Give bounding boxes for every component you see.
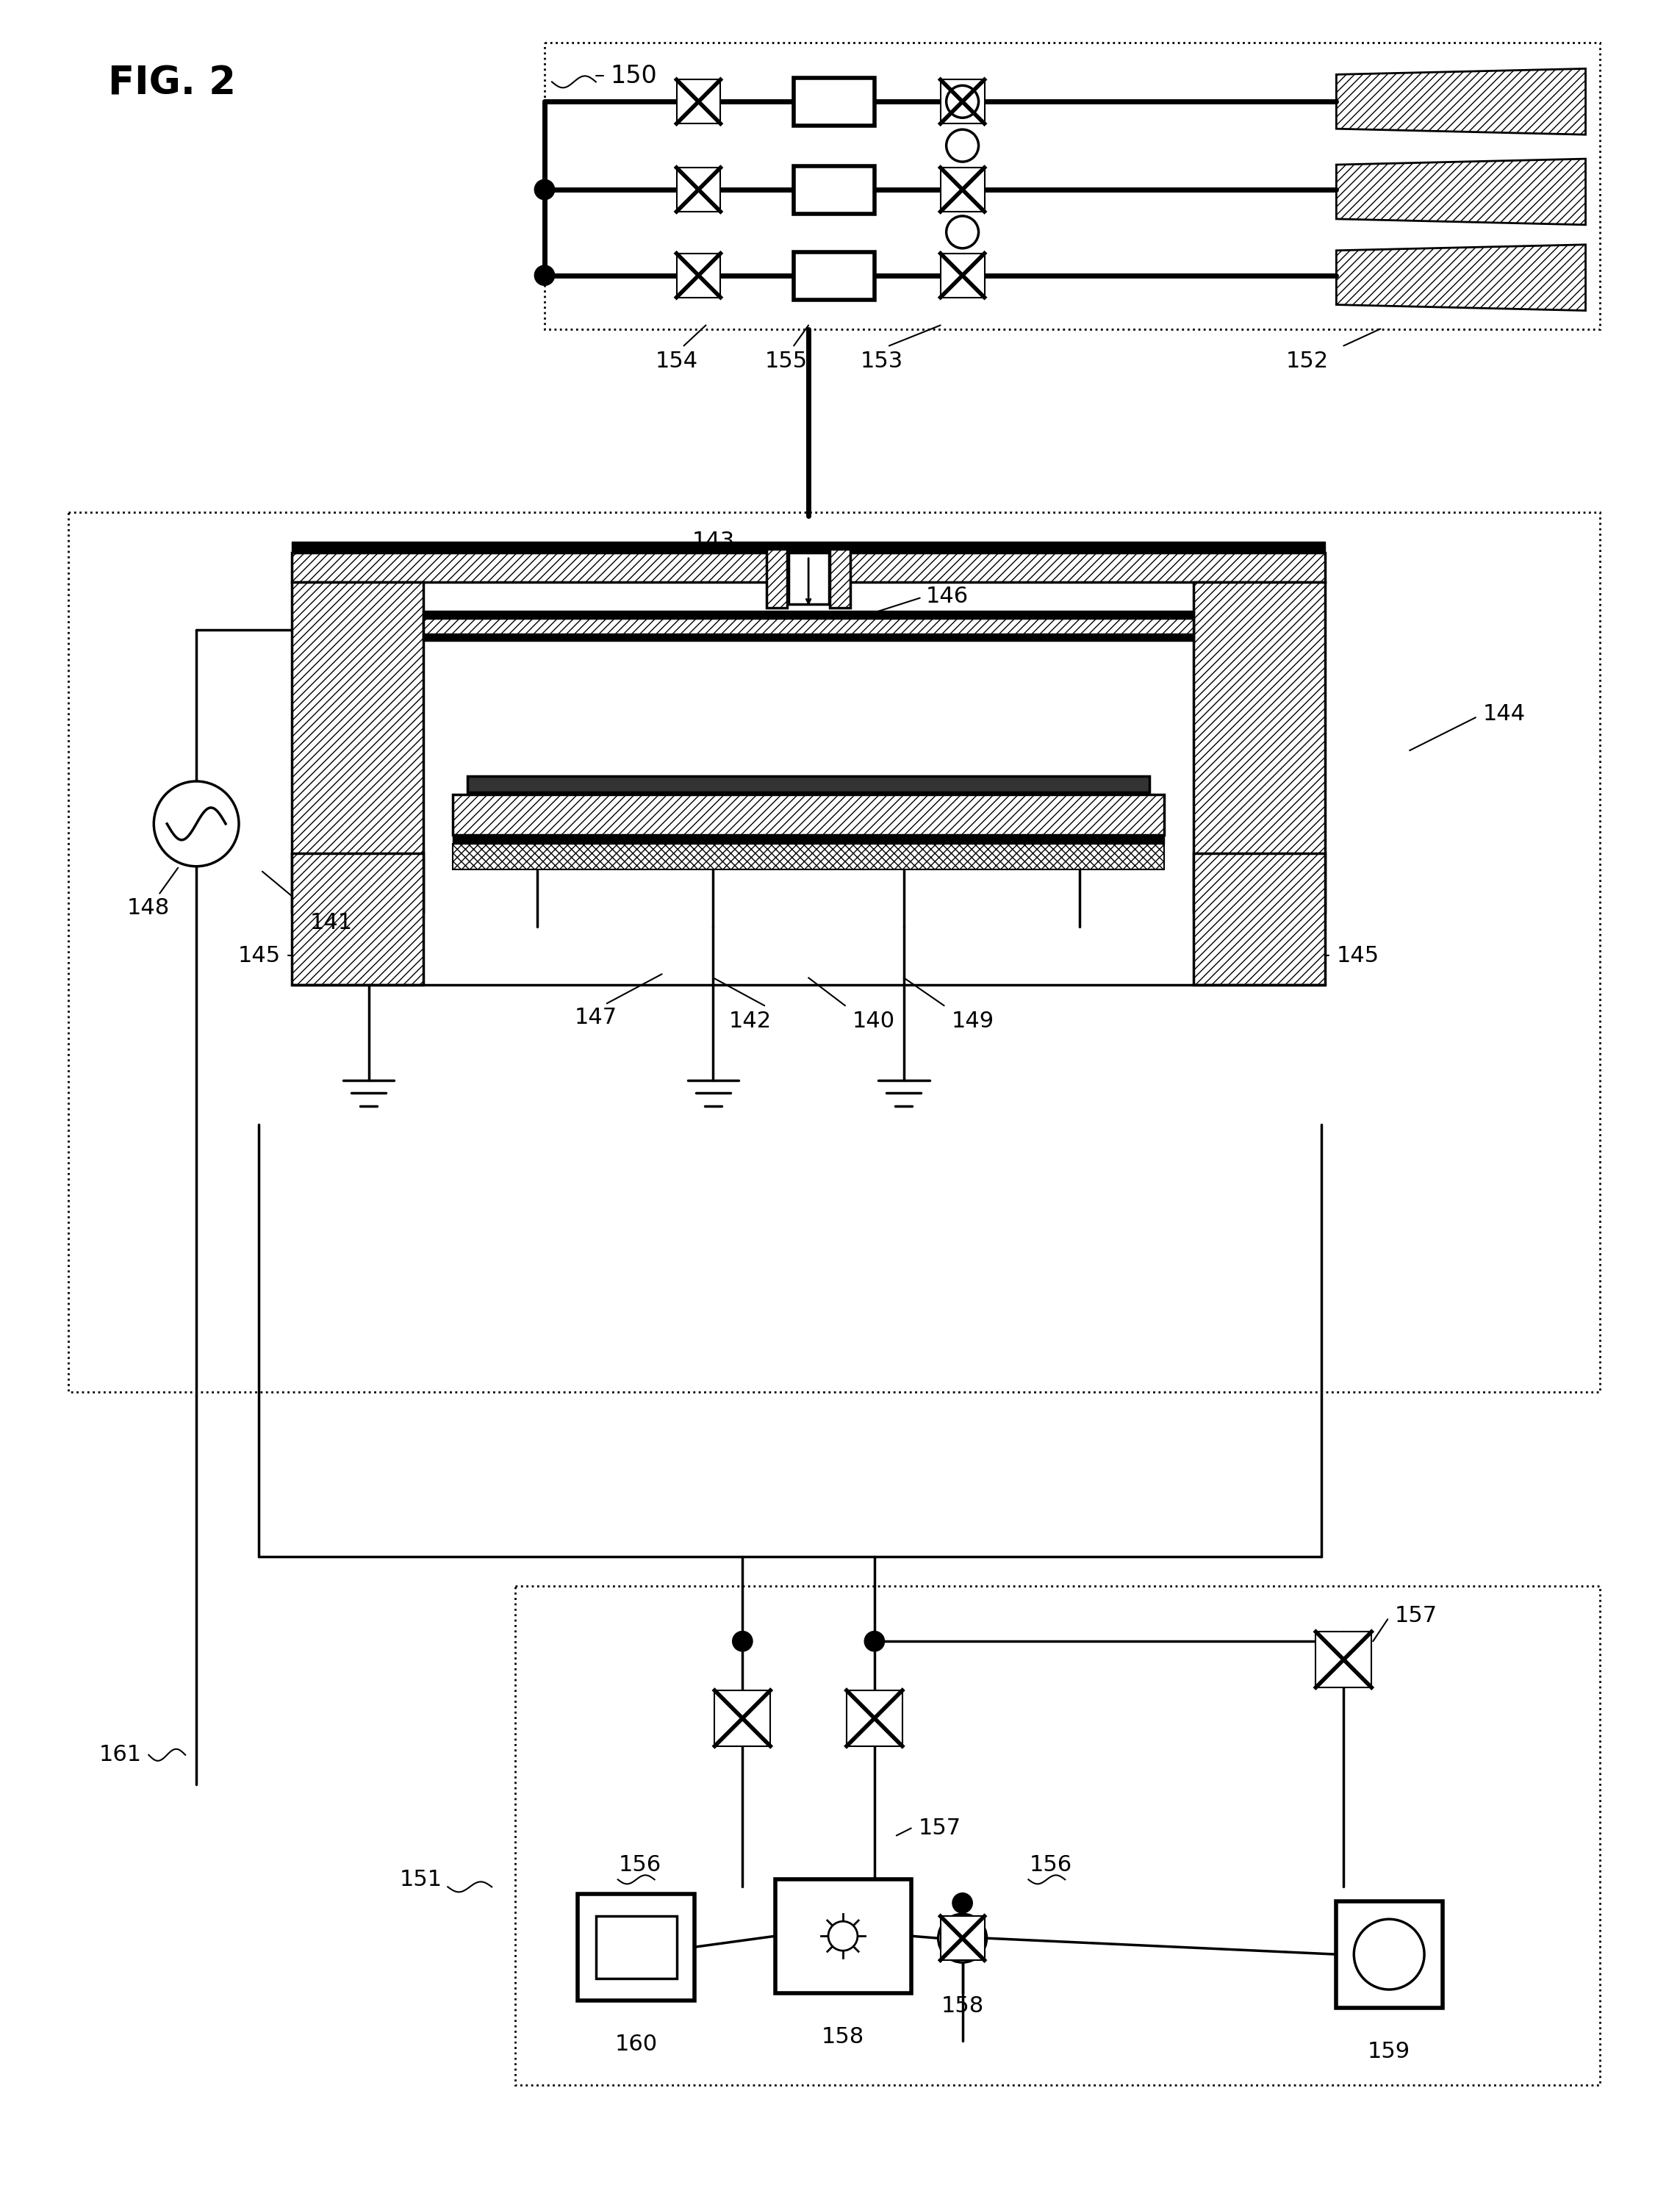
Bar bbox=[454, 835, 1164, 843]
Text: 143: 143 bbox=[692, 531, 736, 553]
Bar bbox=[544, 44, 1601, 330]
Circle shape bbox=[155, 782, 239, 865]
Bar bbox=[1193, 852, 1326, 985]
Bar bbox=[677, 168, 721, 212]
Text: 155: 155 bbox=[764, 352, 808, 371]
Text: 152: 152 bbox=[1285, 352, 1329, 371]
Bar bbox=[454, 843, 1164, 870]
Bar bbox=[516, 1586, 1601, 2084]
Bar bbox=[578, 1894, 696, 2001]
Text: 141: 141 bbox=[309, 911, 353, 933]
Bar bbox=[941, 79, 984, 125]
Text: 142: 142 bbox=[729, 1012, 771, 1031]
Text: 156: 156 bbox=[1030, 1855, 1072, 1877]
Bar bbox=[941, 1916, 984, 1960]
Polygon shape bbox=[1336, 68, 1586, 135]
Bar bbox=[423, 634, 1193, 640]
Bar bbox=[714, 1691, 771, 1746]
Text: 157: 157 bbox=[919, 1818, 961, 1840]
Circle shape bbox=[865, 1632, 884, 1652]
Text: 150: 150 bbox=[610, 63, 657, 87]
Circle shape bbox=[534, 267, 554, 284]
Bar bbox=[795, 166, 875, 214]
Polygon shape bbox=[1336, 245, 1586, 310]
Circle shape bbox=[1354, 1918, 1425, 1991]
Text: 154: 154 bbox=[655, 352, 697, 371]
Text: 158: 158 bbox=[822, 2025, 864, 2047]
Bar bbox=[423, 612, 1193, 640]
Text: 160: 160 bbox=[615, 2034, 657, 2054]
Bar bbox=[677, 253, 721, 297]
Circle shape bbox=[946, 85, 978, 118]
Text: 145: 145 bbox=[239, 946, 281, 966]
Circle shape bbox=[828, 1921, 857, 1951]
Bar bbox=[1193, 581, 1326, 911]
Bar bbox=[292, 581, 423, 911]
Text: 148: 148 bbox=[128, 898, 170, 918]
Bar bbox=[795, 79, 875, 127]
Text: 146: 146 bbox=[926, 586, 968, 607]
Text: 140: 140 bbox=[852, 1012, 895, 1031]
Text: 149: 149 bbox=[951, 1012, 995, 1031]
Text: 144: 144 bbox=[1483, 704, 1525, 725]
Circle shape bbox=[946, 216, 978, 249]
Bar bbox=[776, 1879, 911, 1993]
Text: 157: 157 bbox=[1394, 1606, 1438, 1626]
Bar bbox=[1336, 1901, 1443, 2008]
Bar bbox=[795, 251, 875, 299]
Text: 151: 151 bbox=[400, 1868, 442, 1890]
Bar bbox=[292, 542, 1326, 553]
Bar bbox=[467, 776, 1149, 793]
Bar bbox=[788, 553, 828, 603]
Text: 156: 156 bbox=[618, 1855, 662, 1877]
Text: 158: 158 bbox=[941, 1995, 984, 2017]
Bar bbox=[941, 168, 984, 212]
Bar bbox=[1315, 1632, 1371, 1687]
Bar bbox=[830, 548, 850, 607]
Bar bbox=[454, 795, 1164, 835]
Circle shape bbox=[946, 129, 978, 162]
Bar bbox=[941, 253, 984, 297]
Circle shape bbox=[937, 1914, 986, 1962]
Circle shape bbox=[953, 1894, 973, 1912]
Bar bbox=[423, 612, 1193, 618]
Text: FIG. 2: FIG. 2 bbox=[108, 63, 237, 103]
Bar bbox=[292, 553, 1326, 581]
Bar bbox=[847, 1691, 902, 1746]
Text: 147: 147 bbox=[575, 1007, 617, 1029]
Text: 153: 153 bbox=[860, 352, 904, 371]
Circle shape bbox=[534, 179, 554, 199]
Polygon shape bbox=[1336, 160, 1586, 225]
Text: 161: 161 bbox=[99, 1744, 141, 1765]
Text: 145: 145 bbox=[1336, 946, 1379, 966]
Circle shape bbox=[732, 1632, 753, 1652]
Bar bbox=[292, 852, 423, 985]
Bar bbox=[766, 548, 788, 607]
Bar bbox=[677, 79, 721, 125]
Bar bbox=[596, 1916, 677, 1980]
Bar bbox=[67, 511, 1601, 1392]
Text: 159: 159 bbox=[1368, 2041, 1411, 2063]
